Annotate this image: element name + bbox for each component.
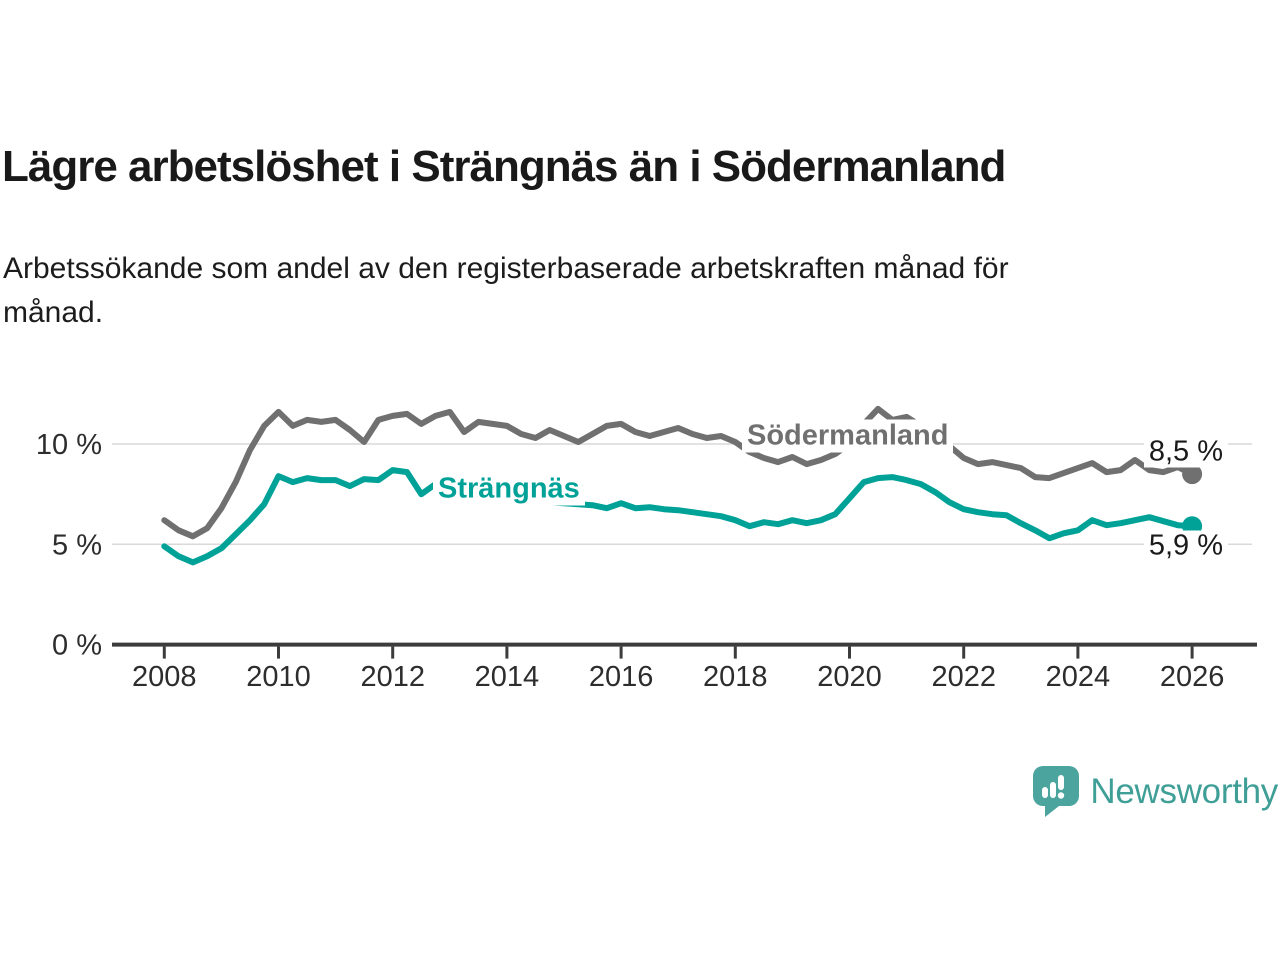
end-value-label-strangnas: 5,9 % bbox=[1143, 530, 1228, 562]
subtitle-line-2: månad. bbox=[3, 296, 104, 329]
x-tick-label-2026: 2026 bbox=[1160, 661, 1225, 693]
y-tick-label-5: 5 % bbox=[52, 529, 102, 561]
end-value-label-sodermanland: 8,5 % bbox=[1143, 436, 1228, 468]
y-tick-label-0: 0 % bbox=[52, 630, 102, 662]
x-tick-label-2022: 2022 bbox=[931, 661, 996, 693]
x-tick-label-2014: 2014 bbox=[475, 661, 540, 693]
x-tick-label-2018: 2018 bbox=[703, 661, 768, 693]
end-dot-sodermanland bbox=[1182, 464, 1203, 485]
x-tick-label-2020: 2020 bbox=[817, 661, 882, 693]
x-tick-label-2012: 2012 bbox=[360, 661, 425, 693]
x-tick-label-2010: 2010 bbox=[246, 661, 311, 693]
series-line-strangnas bbox=[161, 467, 1196, 566]
x-tick-label-2016: 2016 bbox=[589, 661, 654, 693]
series-label-sodermanland: Södermanland bbox=[742, 419, 954, 453]
chart-subtitle: Arbetssökande som andel av den registerb… bbox=[3, 247, 1009, 335]
x-tick-label-2008: 2008 bbox=[132, 661, 197, 693]
newsworthy-logo: Newsworthy bbox=[1033, 766, 1278, 817]
x-tick-label-2024: 2024 bbox=[1046, 661, 1111, 693]
page-title: Lägre arbetslöshet i Strängnäs än i Söde… bbox=[2, 142, 1006, 191]
series-label-strangnas: Strängnäs bbox=[433, 472, 585, 506]
subtitle-line-1: Arbetssökande som andel av den registerb… bbox=[3, 252, 1009, 285]
newsworthy-bubble-icon bbox=[1033, 766, 1080, 817]
y-tick-label-10: 10 % bbox=[36, 429, 102, 461]
series-line-sodermanland bbox=[161, 405, 1196, 540]
newsworthy-wordmark: Newsworthy bbox=[1090, 772, 1278, 811]
